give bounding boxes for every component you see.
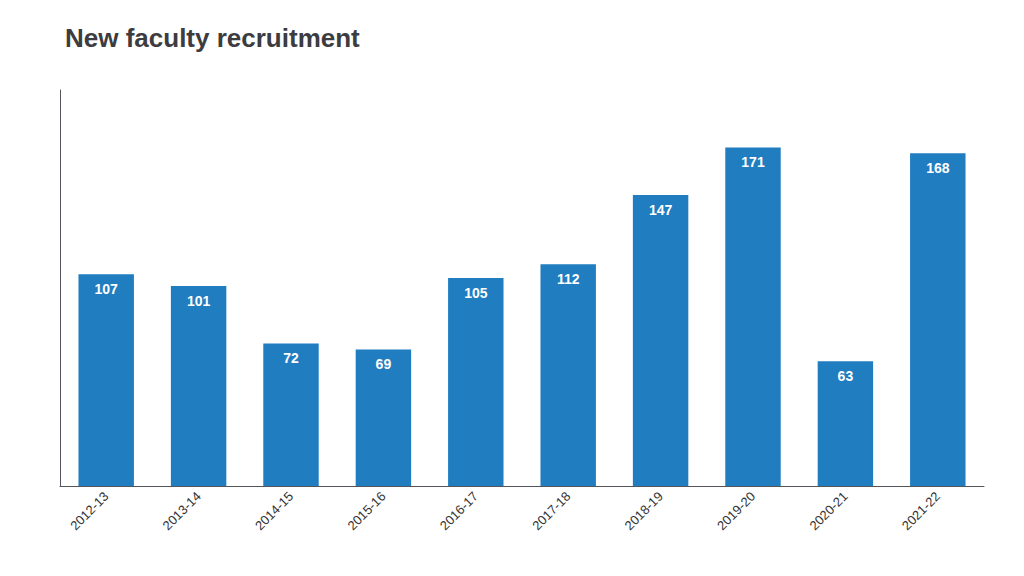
- svg-text:2018-19: 2018-19: [622, 489, 666, 533]
- svg-text:69: 69: [376, 356, 392, 372]
- svg-text:112: 112: [557, 271, 580, 287]
- svg-text:2016-17: 2016-17: [437, 489, 481, 533]
- svg-text:2019-20: 2019-20: [714, 489, 758, 533]
- svg-text:2015-16: 2015-16: [344, 489, 388, 533]
- svg-text:101: 101: [187, 293, 211, 309]
- svg-text:107: 107: [95, 281, 119, 297]
- svg-text:171: 171: [741, 154, 765, 170]
- svg-text:New faculty recruitment: New faculty recruitment: [65, 23, 360, 53]
- svg-text:72: 72: [283, 350, 299, 366]
- svg-text:2012-13: 2012-13: [67, 489, 111, 533]
- svg-text:147: 147: [649, 202, 673, 218]
- svg-text:63: 63: [838, 368, 854, 384]
- svg-text:2017-18: 2017-18: [529, 489, 573, 533]
- svg-text:105: 105: [464, 285, 488, 301]
- svg-text:2020-21: 2020-21: [806, 489, 850, 533]
- svg-text:2021-22: 2021-22: [899, 489, 943, 533]
- svg-text:168: 168: [926, 160, 950, 176]
- svg-text:2014-15: 2014-15: [252, 489, 296, 533]
- svg-text:2013-14: 2013-14: [160, 489, 204, 533]
